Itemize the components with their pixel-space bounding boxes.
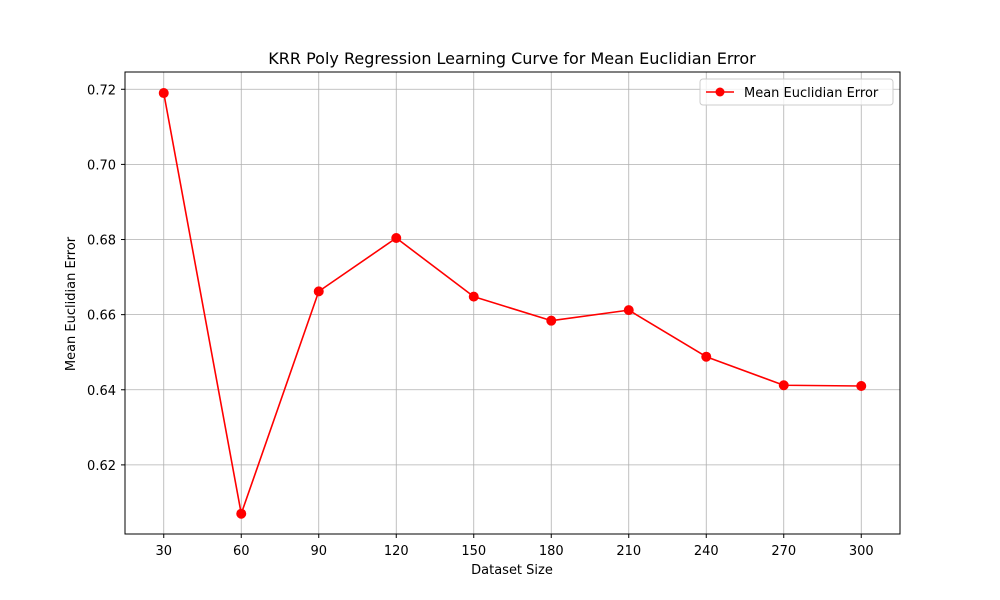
- data-point-marker: [778, 380, 789, 391]
- legend-label: Mean Euclidian Error: [744, 86, 879, 101]
- y-tick-label: 0.64: [87, 384, 116, 399]
- legend: Mean Euclidian Error: [699, 78, 894, 106]
- chart-title: KRR Poly Regression Learning Curve for M…: [268, 49, 756, 68]
- y-axis-ticks: 0.62 0.64 0.66 0.68 0.70 0.72: [87, 83, 125, 474]
- x-tick-label: 150: [461, 544, 486, 559]
- data-point-marker: [158, 88, 169, 99]
- x-axis-ticks: 30 60 90 120 150 180 210 240 270 300: [155, 534, 874, 559]
- series-layer: [158, 88, 867, 519]
- data-point-marker: [313, 286, 324, 297]
- x-tick-label: 180: [539, 544, 564, 559]
- plot-area-border: [124, 71, 901, 535]
- data-point-marker: [546, 315, 557, 326]
- data-point-marker: [701, 351, 712, 362]
- x-tick-label: 210: [616, 544, 641, 559]
- data-point-marker: [468, 291, 479, 302]
- y-tick-label: 0.66: [87, 309, 116, 324]
- data-point-marker: [391, 233, 402, 244]
- series-line: [162, 92, 862, 515]
- axes-frame: [124, 71, 901, 535]
- y-axis-label: Mean Euclidian Error: [64, 236, 79, 371]
- legend-marker-swatch: [715, 87, 725, 97]
- x-tick-label: 240: [694, 544, 719, 559]
- x-tick-label: 120: [384, 544, 409, 559]
- y-tick-label: 0.70: [87, 158, 116, 173]
- x-tick-label: 300: [849, 544, 874, 559]
- x-tick-label: 90: [310, 544, 327, 559]
- data-point-marker: [623, 305, 634, 316]
- y-tick-label: 0.68: [87, 234, 116, 249]
- y-tick-label: 0.72: [87, 83, 116, 98]
- data-point-marker: [856, 381, 867, 392]
- y-tick-label: 0.62: [87, 459, 116, 474]
- grid-lines: [125, 72, 900, 534]
- x-tick-label: 30: [155, 544, 172, 559]
- x-tick-label: 270: [771, 544, 796, 559]
- legend-box: [699, 78, 894, 106]
- data-point-marker: [236, 508, 247, 519]
- x-tick-label: 60: [233, 544, 250, 559]
- x-axis-label: Dataset Size: [471, 563, 553, 578]
